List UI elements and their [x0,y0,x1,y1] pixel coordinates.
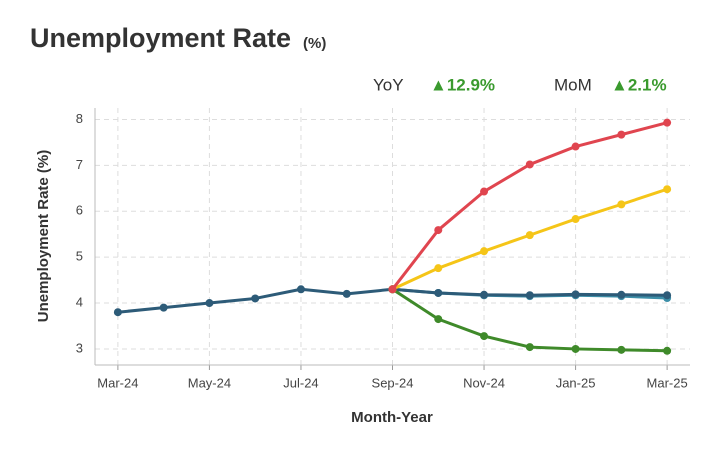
x-tick-label: Nov-24 [463,375,505,390]
title-unit: (%) [303,35,326,52]
y-axis-label: Unemployment Rate (%) [35,150,52,323]
point [159,303,168,312]
point [663,291,672,300]
indicator-name: YoY [373,75,404,94]
point [663,185,672,194]
point [434,288,443,297]
x-axis-label: Month-Year [351,409,433,426]
indicator-value: ▲2.1% [611,75,667,94]
point [205,299,214,308]
point [525,343,534,352]
point [571,215,580,224]
point [571,344,580,353]
point [617,200,626,209]
y-tick-label: 6 [76,203,83,218]
point [525,291,534,300]
series-line [391,121,668,291]
point [434,226,443,235]
point [434,264,443,273]
point [480,247,489,256]
point [663,346,672,355]
y-tick-label: 7 [76,157,83,172]
point [617,290,626,299]
x-tick-label: Mar-24 [97,375,138,390]
x-tick-label: May-24 [188,375,231,390]
point [571,142,580,151]
point [571,290,580,299]
x-tick-label: Jan-25 [556,375,596,390]
indicator-value: ▲12.9% [430,75,495,94]
x-tick-label: Sep-24 [372,375,414,390]
point [342,289,351,298]
series-line [391,187,668,291]
point [480,290,489,299]
point [251,294,260,303]
y-tick-label: 8 [76,111,83,126]
point [434,315,443,324]
y-tick-label: 3 [76,340,83,355]
chart-title: Unemployment Rate [30,23,291,53]
point [480,332,489,341]
point [525,231,534,240]
point [663,118,672,127]
x-tick-label: Jul-24 [283,375,318,390]
point [388,285,397,294]
point [113,308,122,317]
point [480,187,489,196]
point [525,160,534,169]
y-tick-label: 4 [76,294,83,309]
point [617,345,626,354]
x-tick-label: Mar-25 [647,375,688,390]
point [296,285,305,294]
indicator-name: MoM [554,75,592,94]
point [617,130,626,139]
y-tick-label: 5 [76,249,83,264]
